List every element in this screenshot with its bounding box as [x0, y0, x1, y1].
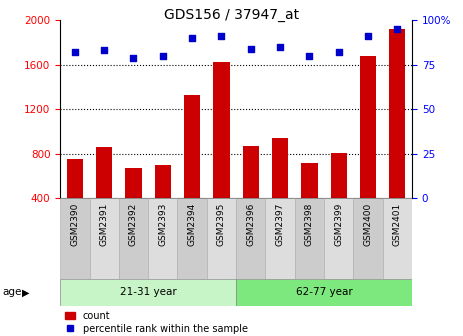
- Bar: [272, 138, 288, 243]
- Text: GSM2391: GSM2391: [100, 202, 109, 246]
- Bar: [331, 153, 347, 243]
- Point: [100, 48, 108, 53]
- Point: [335, 49, 343, 55]
- Bar: [60, 198, 89, 279]
- Bar: [177, 198, 207, 279]
- Legend: count, percentile rank within the sample: count, percentile rank within the sample: [65, 310, 248, 334]
- Text: GDS156 / 37947_at: GDS156 / 37947_at: [164, 8, 299, 23]
- Point: [159, 53, 167, 58]
- Bar: [295, 198, 324, 279]
- Text: GSM2399: GSM2399: [334, 202, 343, 246]
- Bar: [119, 198, 148, 279]
- Text: GSM2398: GSM2398: [305, 202, 314, 246]
- Bar: [207, 198, 236, 279]
- Bar: [353, 198, 383, 279]
- Bar: [236, 279, 412, 306]
- Point: [71, 49, 79, 55]
- Text: GSM2396: GSM2396: [246, 202, 255, 246]
- Bar: [148, 198, 177, 279]
- Bar: [184, 95, 200, 243]
- Text: GSM2401: GSM2401: [393, 202, 402, 246]
- Text: age: age: [2, 287, 22, 297]
- Point: [218, 34, 225, 39]
- Text: ▶: ▶: [22, 287, 30, 297]
- Bar: [155, 165, 171, 243]
- Text: 62-77 year: 62-77 year: [296, 287, 352, 297]
- Text: GSM2394: GSM2394: [188, 202, 197, 246]
- Bar: [125, 168, 142, 243]
- Bar: [389, 29, 406, 243]
- Bar: [213, 62, 230, 243]
- Bar: [383, 198, 412, 279]
- Text: 21-31 year: 21-31 year: [120, 287, 176, 297]
- Text: GSM2392: GSM2392: [129, 202, 138, 246]
- Bar: [96, 147, 112, 243]
- Bar: [60, 279, 236, 306]
- Point: [276, 44, 284, 50]
- Bar: [67, 159, 83, 243]
- Bar: [265, 198, 295, 279]
- Bar: [236, 198, 265, 279]
- Text: GSM2400: GSM2400: [363, 202, 373, 246]
- Point: [130, 55, 137, 60]
- Point: [364, 34, 372, 39]
- Bar: [324, 198, 353, 279]
- Point: [306, 53, 313, 58]
- Point: [247, 46, 255, 51]
- Text: GSM2397: GSM2397: [275, 202, 285, 246]
- Bar: [89, 198, 119, 279]
- Bar: [301, 163, 318, 243]
- Text: GSM2395: GSM2395: [217, 202, 226, 246]
- Point: [188, 35, 196, 41]
- Bar: [243, 146, 259, 243]
- Text: GSM2390: GSM2390: [70, 202, 79, 246]
- Point: [394, 27, 401, 32]
- Bar: [360, 56, 376, 243]
- Text: GSM2393: GSM2393: [158, 202, 167, 246]
